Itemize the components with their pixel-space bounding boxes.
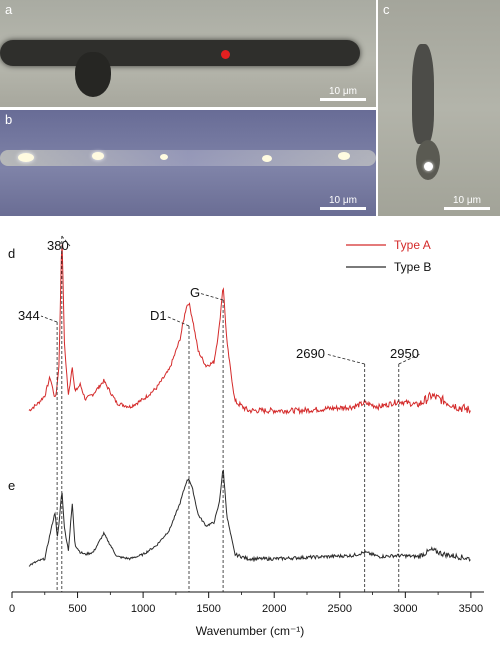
scale-bar-a-label: 10 μm [329, 86, 357, 97]
scale-bar-c: 10 μm [444, 195, 490, 210]
scale-bar-b-line [320, 207, 366, 210]
annotation-label-344: 344 [18, 308, 40, 323]
fiber-tip [416, 140, 440, 180]
panel-label-b: b [5, 112, 13, 127]
annotation-label-380: 380 [47, 238, 69, 253]
legend-label-type-b: Type B [394, 260, 431, 274]
x-tick-label: 500 [68, 603, 86, 615]
scale-bar-a: 10 μm [320, 86, 366, 101]
bright-spot [160, 154, 168, 160]
annotation-leader-2950 [398, 353, 421, 365]
panel-label-c: c [383, 2, 390, 17]
x-tick-label: 0 [9, 603, 15, 615]
annotation-leader-2690 [325, 353, 365, 365]
x-tick-label: 1500 [196, 603, 220, 615]
micrograph-c: c 10 μm [378, 0, 500, 216]
x-tick-label: 2500 [328, 603, 352, 615]
panel-label-e: e [8, 478, 15, 493]
fiber-vertical [412, 44, 434, 144]
annotation-label-2950: 2950 [390, 346, 419, 361]
scale-bar-c-label: 10 μm [453, 195, 481, 206]
legend-label-type-a: Type A [394, 238, 431, 252]
series-line-type-a [28, 244, 471, 416]
annotation-label-d1: D1 [150, 308, 167, 323]
annotation-label-2690: 2690 [296, 346, 325, 361]
annotation-leader-344 [40, 315, 58, 323]
annotation-leader-380 [61, 235, 71, 247]
micrograph-a: a 10 μm [0, 0, 376, 107]
laser-spot-marker [424, 162, 433, 171]
panel-label-d: d [8, 246, 15, 261]
x-tick-label: 1000 [131, 603, 155, 615]
x-tick-label: 2000 [262, 603, 286, 615]
annotation-leader-d1 [165, 315, 190, 327]
x-tick-label: 3500 [459, 603, 483, 615]
scale-bar-b: 10 μm [320, 195, 366, 210]
x-tick-label: 3000 [393, 603, 417, 615]
bright-spot [262, 155, 272, 162]
annotation-leader-g [198, 292, 224, 301]
series-line-type-b [28, 469, 471, 567]
scale-bar-b-label: 10 μm [329, 195, 357, 206]
laser-spot-marker [221, 50, 230, 59]
x-axis-label: Wavenumber (cm⁻¹) [196, 624, 305, 638]
scale-bar-a-line [320, 98, 366, 101]
bright-spot [338, 152, 350, 160]
fiber-blob [75, 52, 111, 97]
micrograph-b: b 10 μm [0, 110, 376, 216]
panel-label-a: a [5, 2, 13, 17]
annotation-label-g: G [190, 285, 200, 300]
fiber-dark-strand [0, 40, 360, 66]
bright-spot [92, 152, 104, 160]
scale-bar-c-line [444, 207, 490, 210]
bright-spot [18, 153, 34, 162]
